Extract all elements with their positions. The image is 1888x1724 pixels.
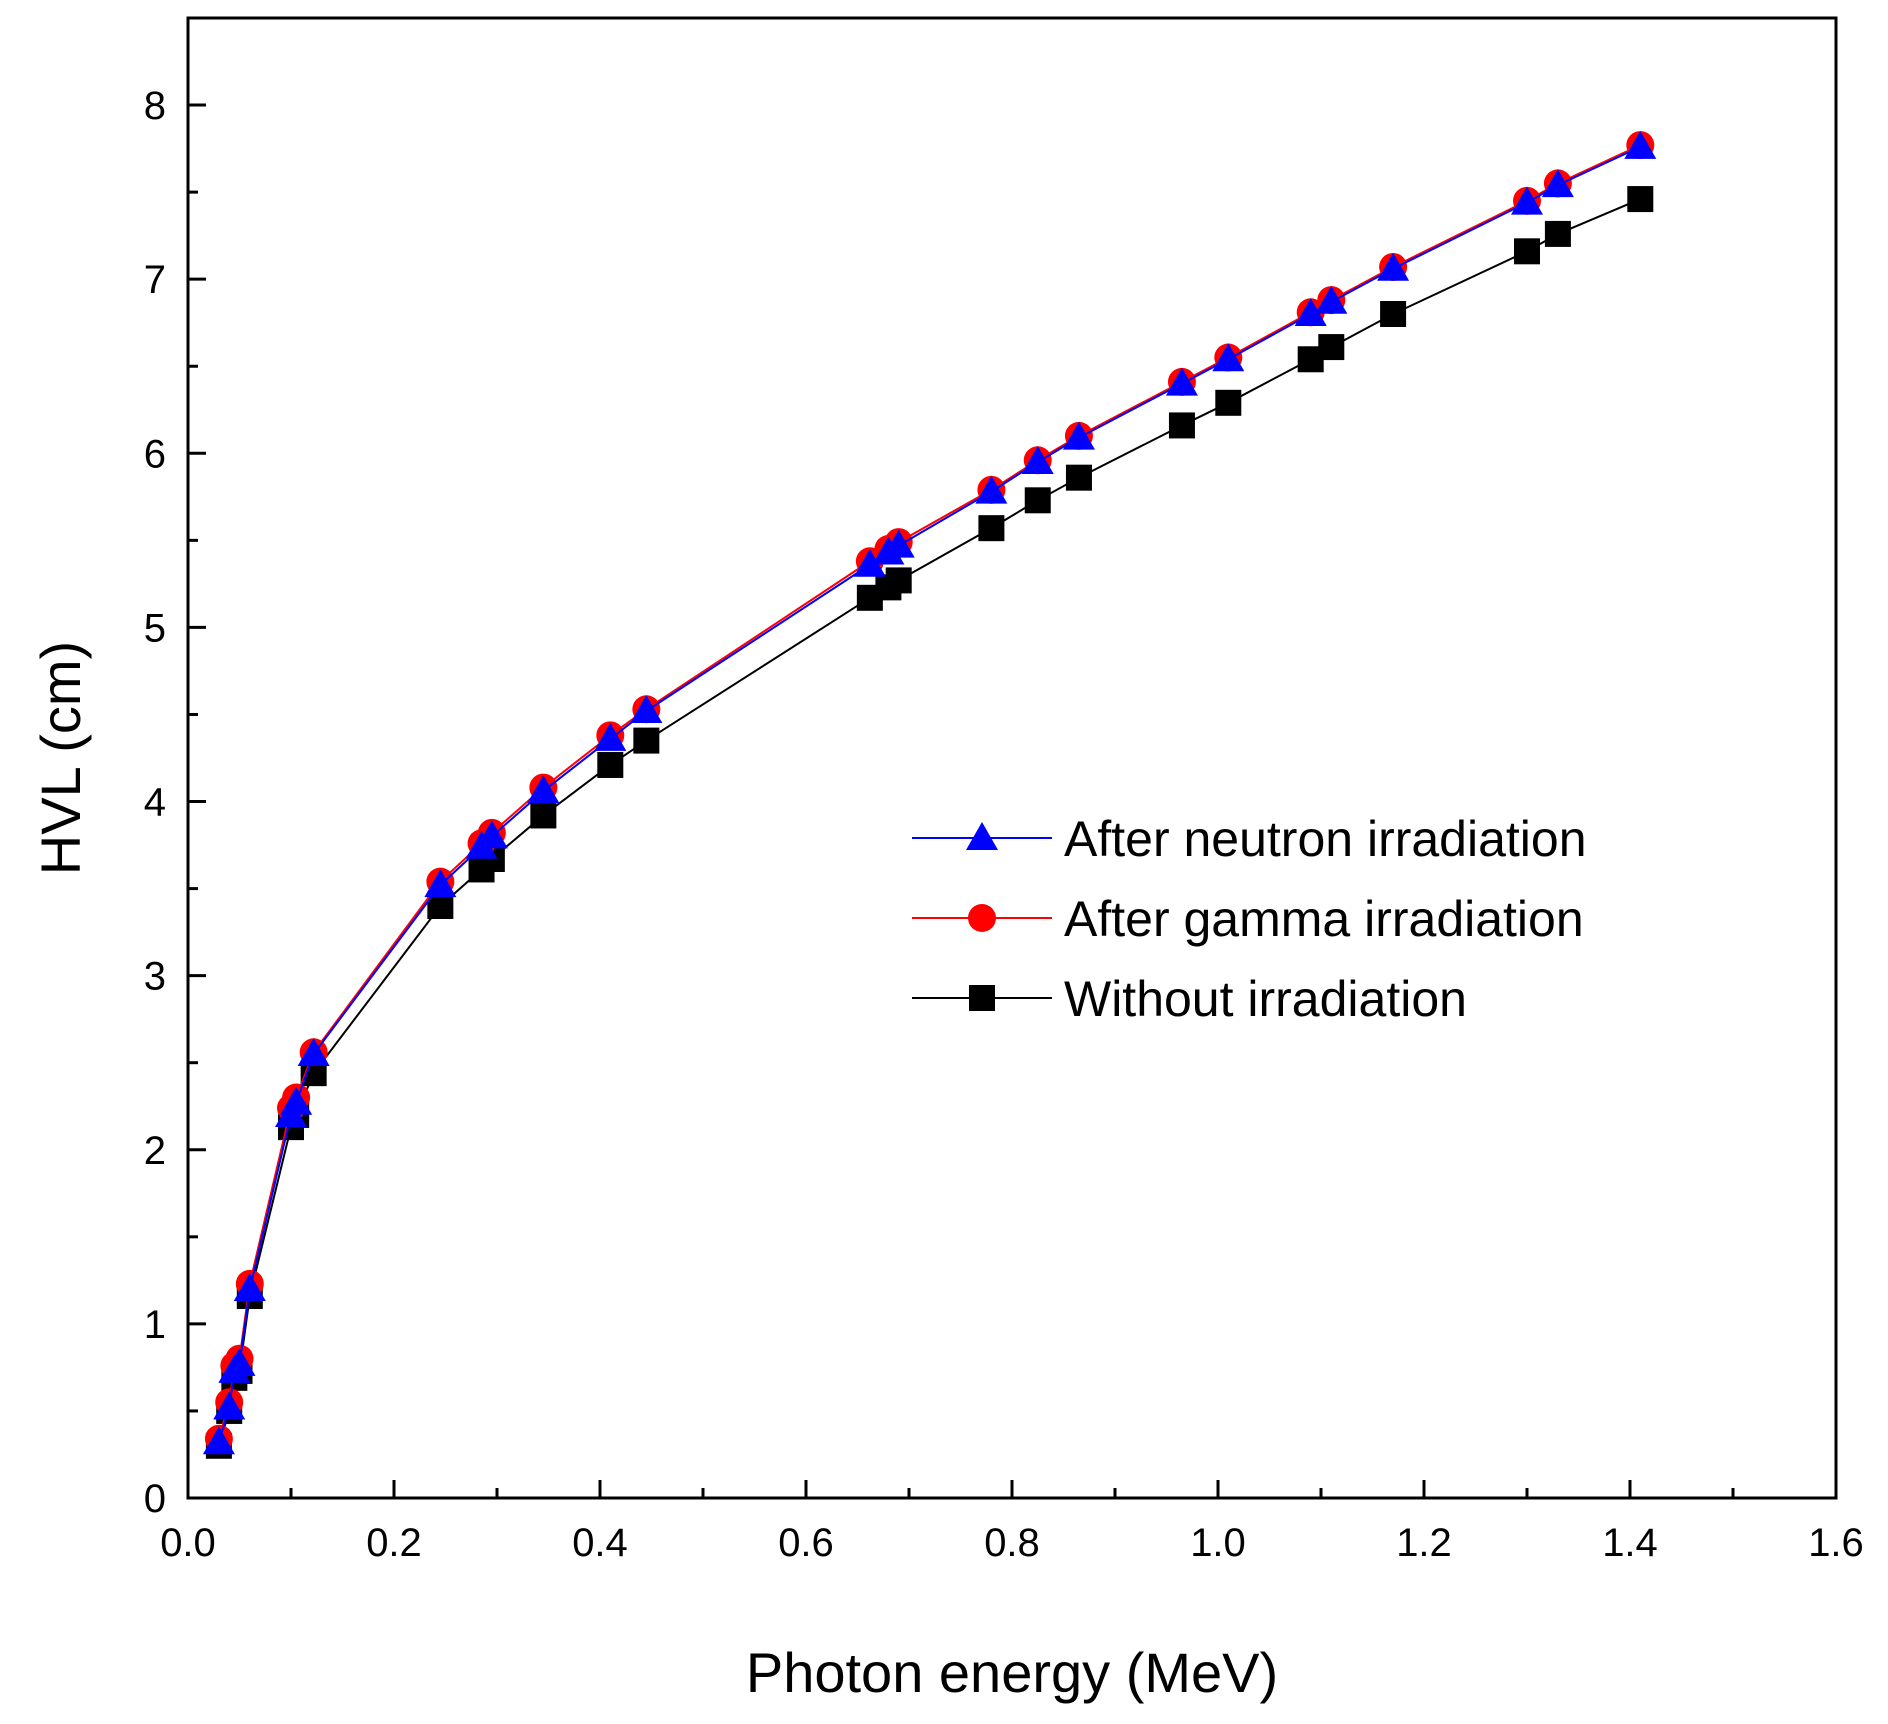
data-point-without-irradiation bbox=[1065, 464, 1092, 491]
x-tick-label: 0.4 bbox=[572, 1521, 628, 1565]
data-point-without-irradiation bbox=[1168, 412, 1195, 439]
data-point-after-neutron-irradiation bbox=[297, 1038, 330, 1066]
data-point-after-neutron-irradiation bbox=[1511, 186, 1543, 215]
y-tick-label: 8 bbox=[144, 84, 166, 128]
data-point-after-neutron-irradiation bbox=[280, 1086, 313, 1115]
y-tick-label: 4 bbox=[144, 781, 166, 825]
data-point-after-neutron-irradiation bbox=[1021, 446, 1054, 474]
data-point-after-neutron-irradiation bbox=[527, 775, 560, 804]
legend-marker-without-irradiation bbox=[969, 985, 995, 1011]
y-tick-label: 2 bbox=[144, 1129, 166, 1173]
x-tick-label: 0.0 bbox=[160, 1521, 216, 1565]
x-tick-label: 1.4 bbox=[1602, 1521, 1658, 1565]
data-point-after-neutron-irradiation bbox=[475, 820, 508, 849]
data-point-without-irradiation bbox=[633, 727, 660, 754]
data-point-after-neutron-irradiation bbox=[424, 869, 457, 898]
y-tick-label: 3 bbox=[144, 955, 166, 999]
data-point-without-irradiation bbox=[1544, 220, 1571, 247]
data-point-without-irradiation bbox=[978, 515, 1005, 542]
data-point-after-neutron-irradiation bbox=[1165, 367, 1198, 396]
series-layer bbox=[202, 130, 1657, 1459]
data-point-without-irradiation bbox=[597, 751, 624, 778]
ticks-layer: 0.0 0.2 0.4 0.6 0.8 1.0 1.2 1.4 1.6 0 1 2 3 4 5 6 7 8 bbox=[144, 84, 1864, 1565]
y-tick-label: 1 bbox=[144, 1303, 166, 1347]
data-point-after-neutron-irradiation bbox=[594, 722, 627, 751]
x-tick-label: 1.6 bbox=[1808, 1521, 1864, 1565]
x-axis-title: Photon energy (MeV) bbox=[746, 1641, 1278, 1704]
data-point-after-neutron-irradiation bbox=[1062, 421, 1095, 450]
data-point-without-irradiation bbox=[1380, 301, 1407, 327]
data-point-after-neutron-irradiation bbox=[1377, 252, 1410, 281]
data-point-after-neutron-irradiation bbox=[233, 1273, 266, 1302]
legend-marker-after-gamma-irradiation bbox=[968, 904, 996, 932]
y-axis-title: HVL (cm) bbox=[29, 641, 92, 875]
data-point-after-neutron-irradiation bbox=[1541, 169, 1574, 198]
data-point-after-neutron-irradiation bbox=[975, 475, 1008, 504]
y-tick-label: 7 bbox=[144, 258, 166, 302]
data-point-without-irradiation bbox=[1627, 186, 1654, 213]
data-point-after-neutron-irradiation bbox=[202, 1426, 235, 1455]
data-point-after-neutron-irradiation bbox=[1212, 343, 1245, 372]
data-point-after-neutron-irradiation bbox=[1294, 298, 1327, 326]
x-tick-label: 0.8 bbox=[984, 1521, 1040, 1565]
legend-marker-after-neutron-irradiation bbox=[966, 822, 998, 850]
data-point-without-irradiation bbox=[1024, 487, 1051, 514]
legend-label-after-gamma-irradiation: After gamma irradiation bbox=[1064, 891, 1584, 947]
data-point-without-irradiation bbox=[885, 567, 912, 594]
data-point-after-neutron-irradiation bbox=[1624, 130, 1657, 159]
data-point-without-irradiation bbox=[1318, 334, 1345, 361]
x-tick-label: 0.2 bbox=[366, 1521, 422, 1565]
legend-label-after-neutron-irradiation: After neutron irradiation bbox=[1064, 811, 1587, 867]
data-point-after-neutron-irradiation bbox=[630, 694, 663, 723]
data-point-after-neutron-irradiation bbox=[223, 1347, 256, 1376]
y-tick-label: 6 bbox=[144, 432, 166, 476]
x-tick-label: 0.6 bbox=[778, 1521, 834, 1565]
data-point-after-neutron-irradiation bbox=[853, 548, 886, 577]
data-point-without-irradiation bbox=[530, 802, 557, 829]
x-tick-label: 1.0 bbox=[1190, 1521, 1246, 1565]
data-point-without-irradiation bbox=[1215, 389, 1242, 416]
x-tick-label: 1.2 bbox=[1396, 1521, 1452, 1565]
data-point-after-neutron-irradiation bbox=[213, 1391, 246, 1420]
legend-label-without-irradiation: Without irradiation bbox=[1064, 971, 1467, 1027]
y-tick-label: 0 bbox=[144, 1477, 166, 1521]
y-tick-label: 5 bbox=[144, 606, 166, 650]
legend: After neutron irradiation After gamma irr… bbox=[912, 811, 1587, 1027]
data-point-after-neutron-irradiation bbox=[1315, 285, 1348, 314]
data-point-after-neutron-irradiation bbox=[882, 529, 915, 558]
data-point-without-irradiation bbox=[1514, 238, 1540, 265]
